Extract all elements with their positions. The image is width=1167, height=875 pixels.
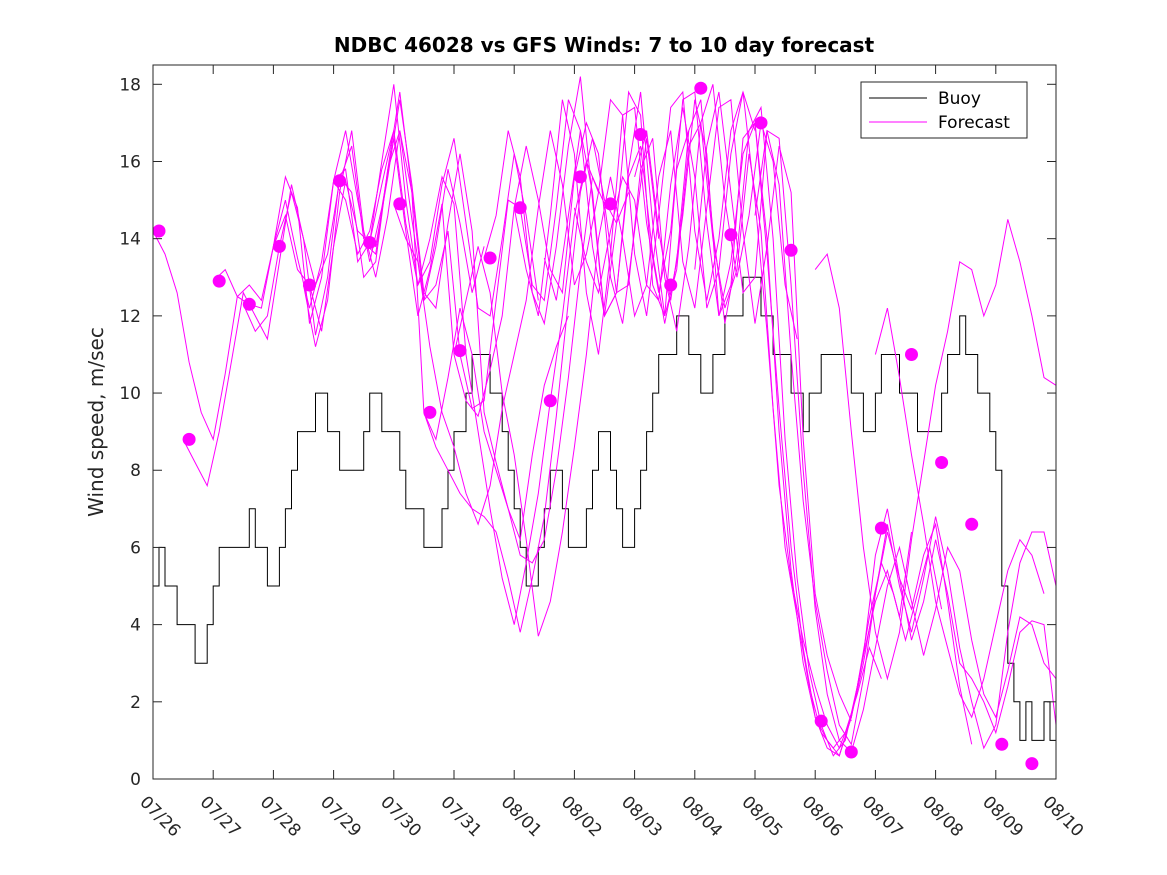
forecast-run-line-15 bbox=[573, 91, 973, 750]
forecast-marker bbox=[303, 278, 316, 292]
y-tick-label: 6 bbox=[130, 538, 141, 558]
forecast-marker bbox=[152, 224, 166, 238]
forecast-marker bbox=[905, 348, 918, 361]
legend-forecast-label: Forecast bbox=[938, 113, 1010, 133]
forecast-run-line-11 bbox=[453, 98, 852, 722]
forecast-run-line-5 bbox=[272, 130, 599, 625]
forecast-marker bbox=[995, 737, 1009, 751]
forecast-marker bbox=[513, 201, 527, 215]
forecast-marker bbox=[573, 170, 587, 184]
forecast-run-line-12 bbox=[483, 76, 882, 749]
y-axis-label: Wind speed, m/sec bbox=[84, 327, 108, 517]
y-tick-label: 8 bbox=[130, 461, 141, 481]
legend-buoy-label: Buoy bbox=[938, 89, 981, 109]
forecast-marker bbox=[182, 432, 196, 446]
forecast-run-line-17 bbox=[694, 91, 1057, 753]
forecast-marker bbox=[844, 745, 858, 759]
forecast-marker bbox=[784, 243, 798, 257]
forecast-marker bbox=[874, 521, 888, 535]
forecast-run-line-18 bbox=[754, 130, 1057, 746]
forecast-marker bbox=[754, 116, 768, 130]
forecast-series bbox=[152, 76, 1057, 757]
buoy-series bbox=[153, 276, 1056, 741]
y-tick-label: 4 bbox=[130, 616, 141, 636]
forecast-marker bbox=[242, 297, 256, 311]
forecast-marker bbox=[634, 128, 648, 141]
forecast-marker bbox=[393, 197, 407, 211]
forecast-marker bbox=[423, 405, 437, 419]
forecast-marker bbox=[694, 81, 708, 95]
forecast-marker bbox=[664, 278, 678, 292]
forecast-marker bbox=[935, 456, 949, 469]
y-tick-label: 12 bbox=[119, 307, 141, 327]
y-tick-label: 16 bbox=[119, 152, 141, 172]
buoy-line bbox=[153, 276, 1056, 741]
forecast-run-line-19 bbox=[814, 219, 1057, 681]
forecast-run-line-6 bbox=[303, 130, 630, 633]
y-tick-label: 0 bbox=[130, 770, 141, 790]
plot-area bbox=[153, 65, 1056, 779]
forecast-marker bbox=[453, 344, 467, 358]
forecast-run-line-20 bbox=[874, 307, 1045, 719]
y-axis-ticks: 0 2 4 6 8 10 12 14 16 18 bbox=[119, 75, 1056, 790]
y-tick-label: 2 bbox=[130, 693, 141, 713]
forecast-run-line-8 bbox=[363, 90, 690, 410]
y-tick-label: 10 bbox=[119, 384, 141, 404]
forecast-marker bbox=[1025, 757, 1039, 771]
forecast-marker bbox=[272, 239, 286, 253]
forecast-marker bbox=[814, 714, 828, 728]
axes-box bbox=[152, 64, 1057, 780]
forecast-marker bbox=[483, 251, 497, 265]
forecast-run-line-9 bbox=[393, 90, 756, 526]
chart-title: NDBC 46028 vs GFS Winds: 7 to 10 day for… bbox=[334, 33, 875, 57]
legend-box bbox=[860, 81, 1028, 139]
y-tick-label: 18 bbox=[119, 75, 141, 95]
legend: Buoy Forecast bbox=[860, 81, 1028, 139]
y-tick-label: 14 bbox=[119, 230, 141, 250]
forecast-marker bbox=[965, 517, 979, 531]
forecast-marker bbox=[543, 394, 557, 408]
forecast-run-line-2 bbox=[182, 130, 485, 488]
forecast-marker bbox=[724, 228, 738, 242]
forecast-marker bbox=[212, 274, 226, 288]
forecast-marker bbox=[604, 197, 617, 211]
forecast-marker bbox=[363, 236, 377, 249]
forecast-markers bbox=[152, 81, 1039, 771]
forecast-run-line-3 bbox=[212, 84, 539, 324]
forecast-run-line-14 bbox=[543, 99, 943, 757]
forecast-marker bbox=[333, 174, 347, 188]
forecast-run-line-16 bbox=[634, 99, 1057, 757]
